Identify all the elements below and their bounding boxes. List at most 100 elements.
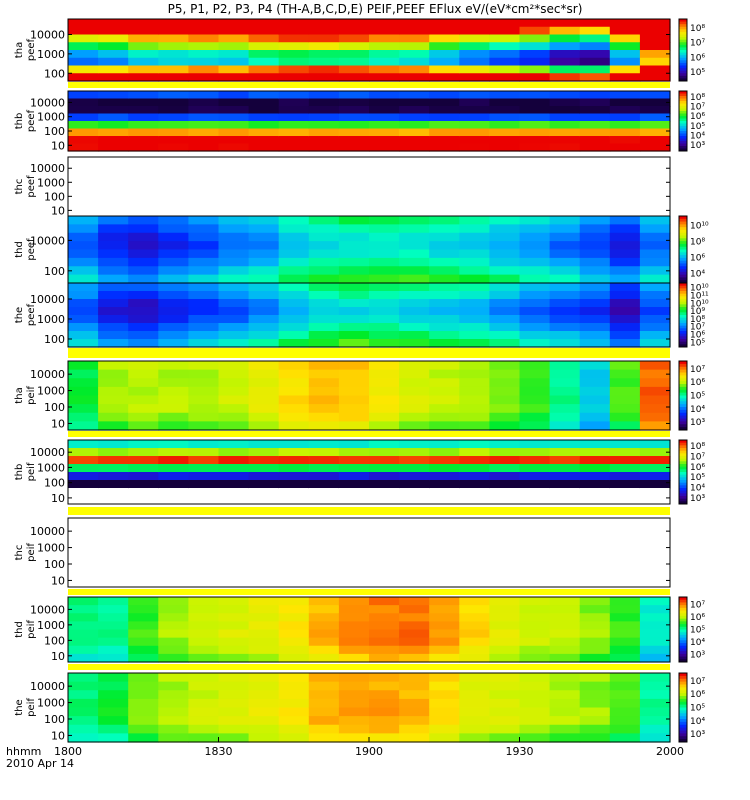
heatmap-cell [459,299,490,308]
heatmap-cell [128,464,159,473]
colorbar-cell [679,678,687,683]
panel-probe-label: tha [14,42,25,58]
heatmap-cell [549,681,581,691]
heatmap-cell [489,19,521,28]
heatmap-cell [188,488,220,497]
colorbar-tick-label: 10⁵ [690,473,705,483]
heatmap-cell [128,456,159,465]
heatmap-cell [188,106,220,115]
heatmap-cell [158,224,189,234]
heatmap-cell [308,91,340,100]
colorbar-cell [679,442,687,446]
heatmap-cell [519,629,551,639]
heatmap-cell [519,673,551,683]
heatmap-cell [549,339,581,348]
heatmap-cell [489,65,521,74]
heatmap-cell [188,232,220,242]
heatmap-cell [609,121,641,130]
heatmap-cell [579,472,611,481]
heatmap-cell [128,291,159,300]
colorbar-cell [679,710,687,714]
heatmap-cell [369,621,400,631]
heatmap-cell [188,421,220,431]
heatmap-cell [639,361,671,371]
heatmap-cell [68,283,99,292]
heatmap-cell [248,249,280,259]
heatmap-cell [278,681,310,691]
heatmap-cell [459,690,490,700]
heatmap-cell [489,121,521,130]
heatmap-cell [639,106,671,115]
heatmap-cell [248,464,280,473]
heatmap-cell [399,283,430,292]
colorbar-cell [679,409,687,414]
heatmap-cell [579,488,611,497]
heatmap-cell [338,26,370,36]
heatmap-cell [248,65,280,74]
heatmap-cell [68,241,99,251]
heatmap-cell [248,597,280,606]
colorbar-cell [679,482,687,486]
colorbar-cell [679,128,687,132]
heatmap-cell [519,378,551,388]
heatmap-cell [579,299,611,308]
heatmap-cell [459,291,490,300]
heatmap-cell [68,472,99,481]
heatmap-cell [218,283,250,292]
heatmap-cell [128,331,159,340]
colorbar-cell [679,243,687,248]
heatmap-cell [519,412,551,422]
heatmap-cell [459,224,490,234]
colorbar-cell [679,293,687,297]
heatmap-cell [429,106,460,115]
heatmap-cell [579,613,611,622]
heatmap-cell [188,621,220,631]
heatmap-cell [459,315,490,324]
heatmap-cell [68,143,99,152]
heatmap-cell [609,291,641,300]
heatmap-cell [218,378,250,388]
heatmap-cell [399,257,430,267]
colorbar-cell [679,24,687,28]
y-tick-label: 100 [44,265,65,278]
heatmap-cell [308,307,340,316]
heatmap-cell [308,404,340,414]
colorbar-cell [679,126,687,129]
heatmap-cell [369,448,400,457]
heatmap-cell [188,440,220,449]
panel-quantity-label: peif [26,620,37,639]
heatmap-cell [609,331,641,340]
heatmap-cell [549,464,581,473]
heatmap-cell [579,464,611,473]
colorbar-tick-label: 10⁴ [690,132,705,142]
colorbar-tick-label: 10¹¹ [690,291,709,301]
heatmap-cell [308,57,340,67]
heatmap-cell [429,291,460,300]
colorbar-cell [679,448,687,452]
colorbar-cell [679,485,687,489]
heatmap-cell [338,113,370,122]
heatmap-cell [248,331,280,340]
heatmap-cell [609,307,641,316]
heatmap-cell [68,232,99,242]
colorbar-cell [679,141,687,144]
colorbar-cell [679,277,687,281]
heatmap-cell [188,496,220,505]
heatmap-cell [609,65,641,74]
heatmap-cell [68,315,99,324]
heatmap-cell [489,698,521,709]
heatmap-cell [188,224,220,234]
heatmap-cell [218,323,250,332]
colorbar-cell [679,415,687,420]
heatmap-cell [308,136,340,145]
heatmap-cell [519,331,551,340]
heatmap-cell [369,121,400,130]
heatmap-cell [128,361,159,371]
heatmap-cell [68,653,99,663]
heatmap-cell [308,716,340,726]
panel-frame [67,18,671,82]
heatmap-cell [429,128,460,137]
heatmap-cell [308,621,340,631]
panel-quantity-label: peif [26,386,37,405]
